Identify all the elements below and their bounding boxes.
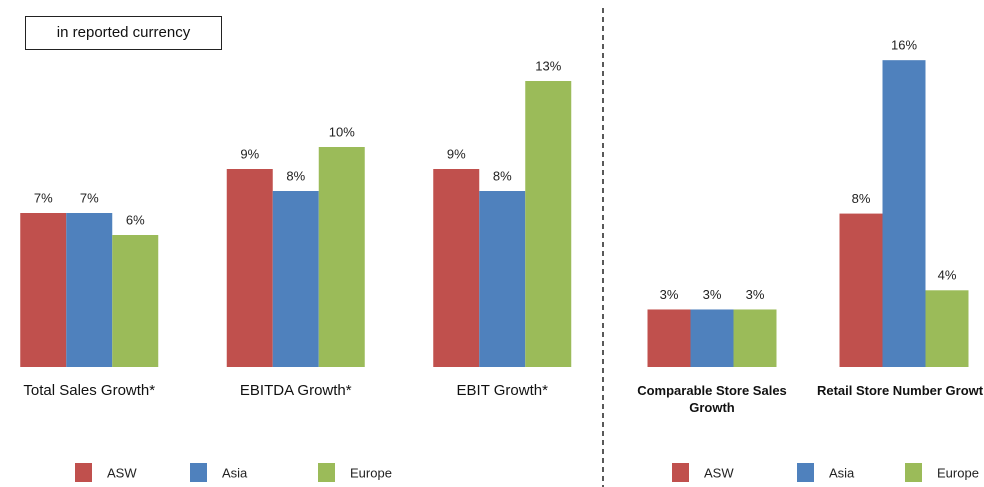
bar — [690, 309, 734, 367]
value-label: 3% — [660, 287, 679, 302]
bar — [525, 81, 572, 367]
value-label: 7% — [80, 190, 99, 205]
value-label: 10% — [329, 124, 355, 139]
bar — [318, 147, 365, 367]
legend-swatch — [905, 463, 922, 482]
legend-label: Europe — [350, 465, 392, 480]
value-label: 8% — [493, 168, 512, 183]
value-label: 9% — [447, 146, 466, 161]
legend-label: ASW — [107, 465, 137, 480]
legend-swatch — [797, 463, 814, 482]
value-label: 16% — [891, 38, 917, 53]
value-label: 3% — [703, 287, 722, 302]
category-label: EBITDA Growth* — [239, 382, 352, 399]
legend-label: ASW — [704, 465, 734, 480]
bar — [20, 213, 67, 367]
value-label: 7% — [34, 190, 53, 205]
category-label: Retail Store Number Growth — [816, 383, 984, 398]
legend-swatch — [75, 463, 92, 482]
bar — [647, 309, 691, 367]
category-label: EBIT Growth* — [456, 382, 548, 399]
bar — [112, 235, 159, 367]
bar — [433, 169, 480, 367]
bar — [839, 213, 883, 367]
category-label: Comparable Store Sales Growth — [637, 383, 787, 415]
value-label: 6% — [126, 212, 145, 227]
bar — [479, 191, 526, 367]
value-label: 3% — [746, 287, 765, 302]
value-label: 4% — [938, 268, 957, 283]
category-label: Total Sales Growth* — [23, 382, 156, 399]
legend-swatch — [190, 463, 207, 482]
bar — [66, 213, 113, 367]
value-label: 8% — [286, 168, 305, 183]
annotation: in reported currency — [25, 16, 222, 50]
value-label: 8% — [852, 191, 871, 206]
value-label: 9% — [240, 146, 259, 161]
legend-label: Asia — [829, 465, 855, 480]
value-label: 13% — [535, 58, 561, 73]
legend-label: Asia — [222, 465, 248, 480]
bar — [272, 191, 319, 367]
legend-swatch — [318, 463, 335, 482]
legend-label: Europe — [937, 465, 979, 480]
bar — [925, 290, 969, 367]
bar — [733, 309, 777, 367]
legend-swatch — [672, 463, 689, 482]
bar — [226, 169, 273, 367]
bar — [882, 60, 926, 367]
